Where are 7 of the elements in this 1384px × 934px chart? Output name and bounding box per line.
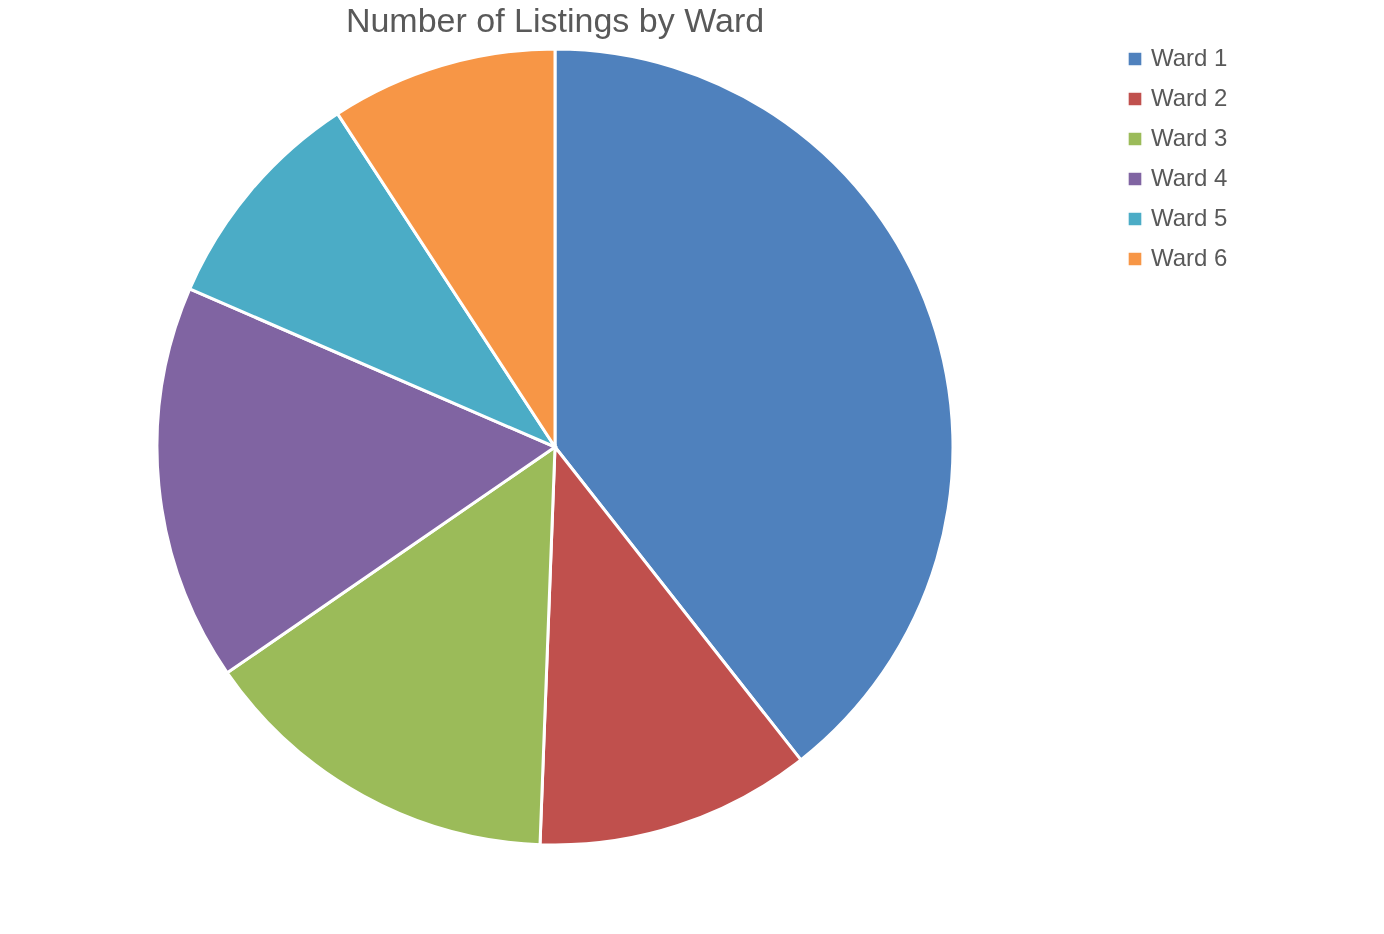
legend-label: Ward 6: [1151, 244, 1228, 271]
legend-label: Ward 1: [1151, 44, 1228, 71]
legend-label: Ward 3: [1151, 124, 1228, 151]
legend-label: Ward 2: [1151, 84, 1228, 111]
legend-label: Ward 5: [1151, 204, 1228, 231]
legend-label: Ward 4: [1151, 164, 1228, 191]
chart-title: Number of Listings by Ward: [345, 1, 765, 39]
